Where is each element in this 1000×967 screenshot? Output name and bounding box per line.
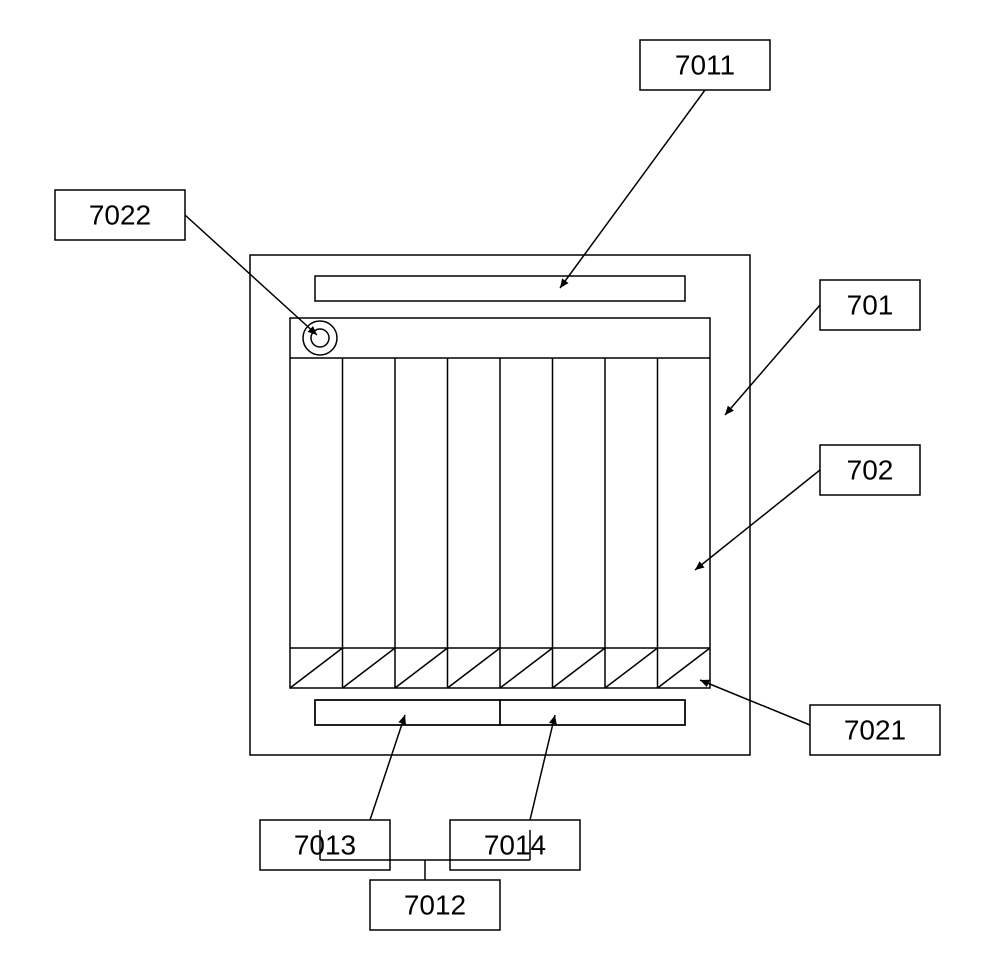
label-7011: 7011	[675, 50, 735, 81]
callout-701: 701	[725, 280, 920, 415]
label-7012: 7012	[404, 890, 466, 921]
label-702: 702	[847, 455, 894, 486]
bottom-bar	[315, 700, 685, 725]
grille	[290, 318, 710, 688]
label-7013: 7013	[294, 830, 356, 861]
callout-7012: 7012	[370, 880, 500, 930]
label-7014: 7014	[484, 830, 546, 861]
callout-7014: 7014	[450, 715, 580, 870]
callout-7022: 7022	[55, 190, 317, 335]
callout-7011: 7011	[560, 40, 770, 288]
top-slot	[315, 276, 685, 301]
label-7022: 7022	[89, 200, 151, 231]
label-7021: 7021	[844, 715, 906, 746]
callout-7021: 7021	[700, 680, 940, 755]
callout-702: 702	[695, 445, 920, 570]
callout-7013: 7013	[260, 715, 406, 870]
label-701: 701	[847, 290, 894, 321]
